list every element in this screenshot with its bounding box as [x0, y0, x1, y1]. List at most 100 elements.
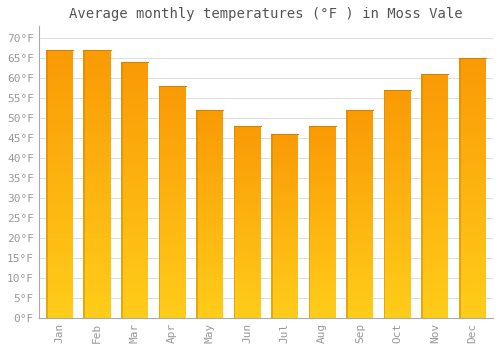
Bar	[234, 238, 260, 241]
Bar	[196, 197, 223, 200]
Bar	[346, 114, 374, 117]
Bar	[196, 221, 223, 224]
Bar	[84, 273, 110, 278]
Bar	[459, 149, 486, 153]
Bar	[422, 107, 448, 111]
Bar	[46, 309, 73, 314]
Bar	[46, 291, 73, 296]
Bar	[422, 188, 448, 192]
Bar	[121, 267, 148, 271]
Bar	[46, 59, 73, 64]
Bar	[121, 220, 148, 224]
Bar	[84, 171, 110, 175]
Bar	[384, 128, 411, 132]
Bar	[84, 135, 110, 140]
Bar	[158, 140, 186, 144]
Bar	[196, 134, 223, 138]
Bar	[308, 225, 336, 229]
Bar	[46, 314, 73, 318]
Bar	[384, 216, 411, 219]
Bar	[46, 135, 73, 140]
Bar	[46, 193, 73, 197]
Bar	[46, 224, 73, 229]
Bar	[46, 233, 73, 238]
Bar	[346, 308, 374, 311]
Bar	[234, 247, 260, 251]
Bar	[158, 256, 186, 260]
Bar	[422, 294, 448, 298]
Bar	[121, 292, 148, 297]
Bar	[46, 148, 73, 153]
Bar	[271, 232, 298, 235]
Bar	[308, 158, 336, 161]
Bar	[459, 266, 486, 270]
Bar	[196, 145, 223, 148]
Bar	[422, 74, 423, 318]
Bar	[196, 270, 223, 273]
Bar	[46, 162, 73, 166]
Bar	[234, 164, 260, 168]
Bar	[459, 249, 486, 253]
Bar	[308, 126, 310, 318]
Bar	[158, 233, 186, 237]
Bar	[84, 246, 110, 251]
Bar	[308, 133, 336, 136]
Bar	[459, 253, 486, 257]
Bar	[84, 278, 110, 282]
Bar	[459, 227, 486, 231]
Bar	[459, 80, 486, 84]
Bar	[46, 197, 73, 202]
Bar	[308, 251, 336, 254]
Bar	[308, 244, 336, 247]
Bar	[196, 186, 223, 190]
Bar	[234, 292, 260, 295]
Bar	[84, 55, 110, 59]
Bar	[84, 59, 110, 64]
Bar	[84, 256, 110, 260]
Bar	[121, 254, 148, 258]
Bar	[196, 259, 223, 262]
Bar	[158, 306, 186, 310]
Bar	[196, 242, 223, 245]
Bar	[271, 134, 273, 318]
Bar	[46, 77, 73, 82]
Bar	[271, 226, 298, 229]
Bar	[346, 145, 374, 148]
Bar	[196, 211, 223, 214]
Bar	[271, 220, 298, 223]
Bar	[234, 305, 260, 308]
Bar	[271, 174, 298, 177]
Bar	[196, 138, 223, 141]
Bar	[308, 219, 336, 222]
Bar	[84, 95, 110, 99]
Bar	[422, 176, 448, 180]
Bar	[422, 143, 448, 147]
Bar	[121, 258, 148, 262]
Bar	[346, 211, 374, 214]
Bar	[384, 155, 411, 159]
Bar	[84, 68, 110, 72]
Bar	[234, 273, 260, 276]
Bar	[308, 315, 336, 318]
Bar	[84, 211, 110, 215]
Bar	[308, 184, 336, 187]
Bar	[459, 205, 486, 210]
Bar	[459, 167, 486, 171]
Bar	[158, 160, 186, 163]
Bar	[196, 304, 223, 308]
Bar	[234, 190, 260, 193]
Bar	[346, 141, 374, 145]
Bar	[84, 189, 110, 193]
Bar	[422, 310, 448, 314]
Bar	[459, 93, 486, 97]
Bar	[46, 184, 73, 189]
Bar	[308, 247, 336, 251]
Bar	[422, 86, 448, 90]
Bar	[158, 183, 186, 187]
Bar	[422, 298, 448, 302]
Bar	[121, 275, 148, 280]
Bar	[384, 227, 411, 231]
Bar	[271, 284, 298, 287]
Bar	[422, 277, 448, 281]
Bar	[308, 312, 336, 315]
